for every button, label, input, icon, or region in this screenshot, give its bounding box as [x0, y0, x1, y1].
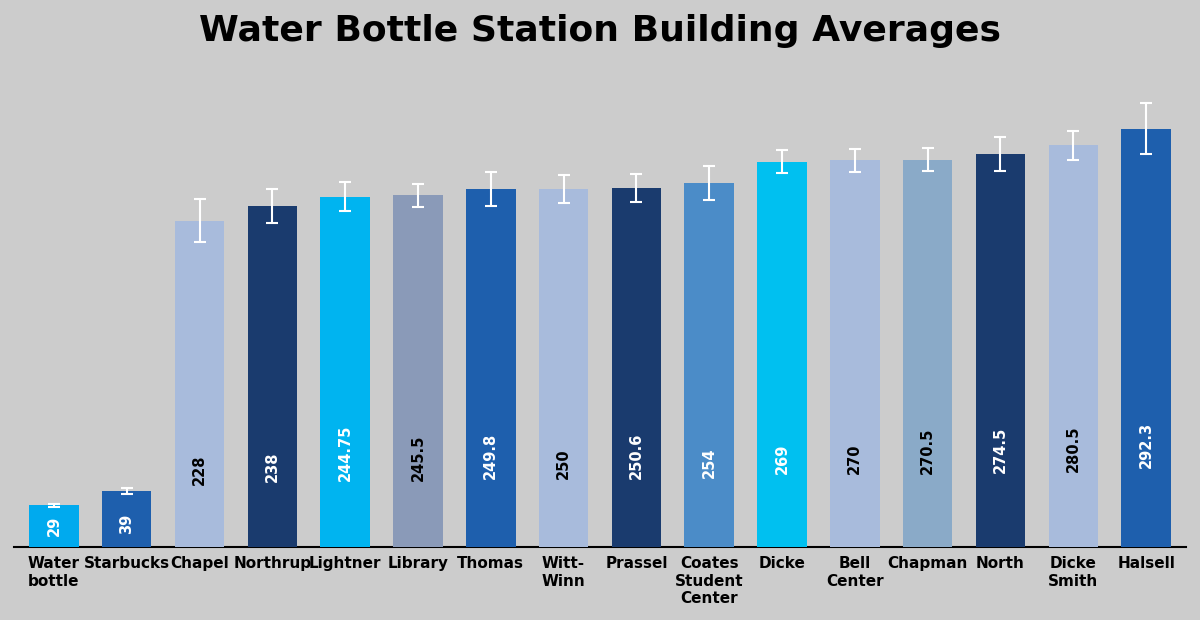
Text: 270.5: 270.5 [920, 428, 935, 474]
Text: 238: 238 [265, 452, 280, 482]
Text: 280.5: 280.5 [1066, 425, 1081, 472]
Bar [394, 195, 443, 547]
Text: 269: 269 [774, 444, 790, 474]
Bar [830, 161, 880, 547]
Text: 249.8: 249.8 [484, 433, 498, 479]
Bar [102, 491, 151, 547]
Bar [247, 206, 298, 547]
Text: 250.6: 250.6 [629, 433, 644, 479]
Text: 245.5: 245.5 [410, 434, 426, 481]
Bar [902, 160, 953, 547]
Text: 292.3: 292.3 [1139, 422, 1153, 469]
Bar [175, 221, 224, 547]
Bar [684, 184, 734, 547]
Text: 254: 254 [702, 448, 716, 479]
Bar [1049, 146, 1098, 547]
Bar [1121, 128, 1171, 547]
Bar [612, 188, 661, 547]
Bar [320, 197, 370, 547]
Title: Water Bottle Station Building Averages: Water Bottle Station Building Averages [199, 14, 1001, 48]
Text: 244.75: 244.75 [337, 424, 353, 480]
Text: 39: 39 [119, 513, 134, 534]
Bar [466, 189, 516, 547]
Bar [29, 505, 79, 547]
Bar [539, 189, 588, 547]
Text: 29: 29 [47, 516, 61, 536]
Bar [757, 162, 806, 547]
Text: 270: 270 [847, 444, 863, 474]
Bar [976, 154, 1025, 547]
Text: 228: 228 [192, 454, 208, 485]
Text: 274.5: 274.5 [992, 427, 1008, 473]
Text: 250: 250 [556, 449, 571, 479]
